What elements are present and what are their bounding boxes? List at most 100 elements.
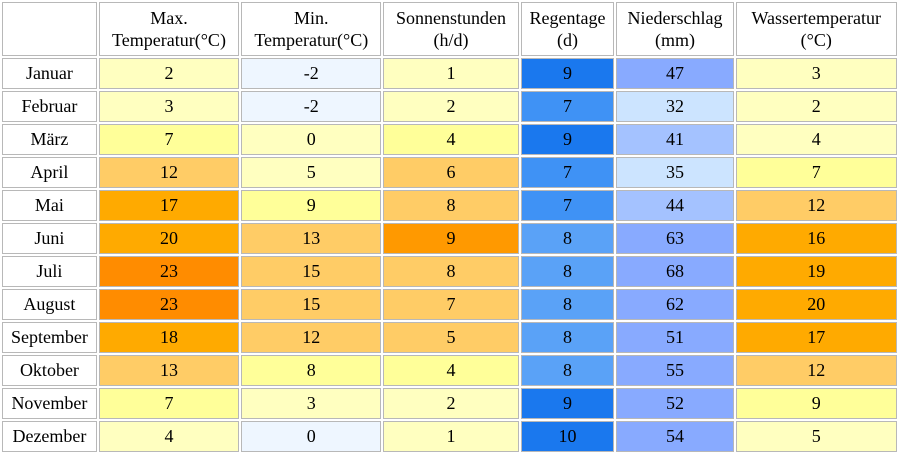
month-label: Juni bbox=[2, 223, 97, 254]
month-label: März bbox=[2, 124, 97, 155]
header-max-temp: Max. Temperatur(°C) bbox=[98, 2, 240, 56]
cell-rain-days: 7 bbox=[520, 190, 615, 221]
header-line1: Sonnenstunden bbox=[396, 8, 506, 28]
header-line2: Temperatur(°C) bbox=[112, 30, 226, 50]
header-line2: (d) bbox=[557, 30, 579, 50]
cell-rain-days: 10 bbox=[520, 421, 615, 452]
cell-water-temp: 4 bbox=[735, 124, 897, 155]
cell-sun-hours: 1 bbox=[383, 421, 519, 452]
cell-precipitation: 41 bbox=[616, 124, 734, 155]
cell-precipitation: 51 bbox=[616, 322, 734, 353]
month-label: August bbox=[2, 289, 97, 320]
cell-max-temp: 7 bbox=[98, 124, 240, 155]
cell-rain-days: 8 bbox=[520, 322, 615, 353]
cell-water-temp: 3 bbox=[735, 58, 897, 89]
month-label: Dezember bbox=[2, 421, 97, 452]
table-row: August 23 15 7 8 62 20 bbox=[2, 289, 897, 320]
cell-min-temp: 0 bbox=[241, 421, 382, 452]
cell-precipitation: 52 bbox=[616, 388, 734, 419]
cell-max-temp: 13 bbox=[98, 355, 240, 386]
cell-rain-days: 8 bbox=[520, 289, 615, 320]
month-label: November bbox=[2, 388, 97, 419]
cell-sun-hours: 1 bbox=[383, 58, 519, 89]
cell-water-temp: 19 bbox=[735, 256, 897, 287]
cell-water-temp: 2 bbox=[735, 91, 897, 122]
month-label: April bbox=[2, 157, 97, 188]
cell-sun-hours: 2 bbox=[383, 388, 519, 419]
cell-water-temp: 12 bbox=[735, 190, 897, 221]
header-line2: (h/d) bbox=[433, 30, 469, 50]
table-body: Januar 2 -2 1 9 47 3 Februar 3 -2 2 7 32 2 März 7 0 4 9 41 4… bbox=[2, 58, 897, 452]
cell-max-temp: 7 bbox=[98, 388, 240, 419]
cell-water-temp: 20 bbox=[735, 289, 897, 320]
cell-min-temp: 8 bbox=[241, 355, 382, 386]
cell-min-temp: 0 bbox=[241, 124, 382, 155]
table-row: September 18 12 5 8 51 17 bbox=[2, 322, 897, 353]
cell-max-temp: 17 bbox=[98, 190, 240, 221]
cell-water-temp: 7 bbox=[735, 157, 897, 188]
cell-rain-days: 8 bbox=[520, 256, 615, 287]
cell-precipitation: 68 bbox=[616, 256, 734, 287]
cell-water-temp: 12 bbox=[735, 355, 897, 386]
cell-sun-hours: 8 bbox=[383, 190, 519, 221]
header-row: Max. Temperatur(°C) Min. Temperatur(°C) So… bbox=[2, 2, 897, 56]
header-line2: (mm) bbox=[654, 30, 695, 50]
table-row: November 7 3 2 9 52 9 bbox=[2, 388, 897, 419]
header-rain-days: Regentage (d) bbox=[520, 2, 615, 56]
cell-precipitation: 44 bbox=[616, 190, 734, 221]
cell-water-temp: 9 bbox=[735, 388, 897, 419]
cell-min-temp: 9 bbox=[241, 190, 382, 221]
cell-sun-hours: 6 bbox=[383, 157, 519, 188]
cell-sun-hours: 7 bbox=[383, 289, 519, 320]
cell-rain-days: 7 bbox=[520, 91, 615, 122]
month-label: Juli bbox=[2, 256, 97, 287]
cell-rain-days: 8 bbox=[520, 355, 615, 386]
cell-rain-days: 9 bbox=[520, 58, 615, 89]
cell-sun-hours: 2 bbox=[383, 91, 519, 122]
header-water-temp: Wassertemperatur (°C) bbox=[735, 2, 897, 56]
table-row: Juli 23 15 8 8 68 19 bbox=[2, 256, 897, 287]
cell-max-temp: 3 bbox=[98, 91, 240, 122]
table-row: April 12 5 6 7 35 7 bbox=[2, 157, 897, 188]
header-line2: (°C) bbox=[800, 30, 832, 50]
cell-precipitation: 54 bbox=[616, 421, 734, 452]
cell-min-temp: 15 bbox=[241, 289, 382, 320]
cell-min-temp: 5 bbox=[241, 157, 382, 188]
cell-precipitation: 35 bbox=[616, 157, 734, 188]
table-row: März 7 0 4 9 41 4 bbox=[2, 124, 897, 155]
cell-min-temp: 12 bbox=[241, 322, 382, 353]
cell-precipitation: 63 bbox=[616, 223, 734, 254]
header-line1: Max. bbox=[150, 8, 188, 28]
cell-min-temp: 13 bbox=[241, 223, 382, 254]
header-precipitation: Niederschlag (mm) bbox=[616, 2, 734, 56]
cell-sun-hours: 5 bbox=[383, 322, 519, 353]
header-line1: Niederschlag bbox=[627, 8, 723, 28]
header-line1: Regentage bbox=[529, 8, 606, 28]
table-row: Oktober 13 8 4 8 55 12 bbox=[2, 355, 897, 386]
cell-precipitation: 47 bbox=[616, 58, 734, 89]
cell-sun-hours: 8 bbox=[383, 256, 519, 287]
table-row: Juni 20 13 9 8 63 16 bbox=[2, 223, 897, 254]
cell-min-temp: -2 bbox=[241, 91, 382, 122]
cell-precipitation: 62 bbox=[616, 289, 734, 320]
cell-max-temp: 2 bbox=[98, 58, 240, 89]
header-line1: Wassertemperatur bbox=[751, 8, 882, 28]
corner-cell bbox=[2, 2, 97, 56]
cell-sun-hours: 9 bbox=[383, 223, 519, 254]
cell-precipitation: 55 bbox=[616, 355, 734, 386]
table-row: Februar 3 -2 2 7 32 2 bbox=[2, 91, 897, 122]
cell-min-temp: 3 bbox=[241, 388, 382, 419]
cell-water-temp: 5 bbox=[735, 421, 897, 452]
cell-water-temp: 17 bbox=[735, 322, 897, 353]
cell-rain-days: 8 bbox=[520, 223, 615, 254]
cell-max-temp: 20 bbox=[98, 223, 240, 254]
header-line2: Temperatur(°C) bbox=[254, 30, 369, 50]
cell-max-temp: 23 bbox=[98, 289, 240, 320]
cell-sun-hours: 4 bbox=[383, 355, 519, 386]
table-row: Mai 17 9 8 7 44 12 bbox=[2, 190, 897, 221]
cell-min-temp: 15 bbox=[241, 256, 382, 287]
cell-max-temp: 12 bbox=[98, 157, 240, 188]
cell-water-temp: 16 bbox=[735, 223, 897, 254]
cell-precipitation: 32 bbox=[616, 91, 734, 122]
